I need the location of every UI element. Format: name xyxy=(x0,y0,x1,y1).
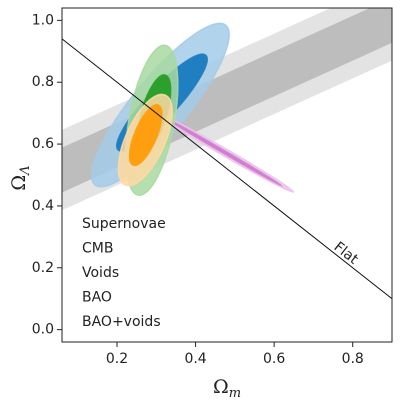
y-tick-label: 0.0 xyxy=(32,322,54,338)
legend-entry: Supernovae xyxy=(82,216,166,232)
y-tick-label: 0.8 xyxy=(32,74,54,90)
y-tick-label: 0.2 xyxy=(32,260,54,276)
x-tick-label: 0.6 xyxy=(263,351,285,367)
legend-entry: BAO+voids xyxy=(82,314,161,330)
x-label-subscript: m xyxy=(229,386,241,401)
plot-frame xyxy=(61,7,393,343)
flat-line xyxy=(62,38,392,300)
y-label-subscript: Λ xyxy=(18,165,33,175)
x-tick-label: 0.2 xyxy=(106,351,128,367)
x-axis-label: Ωm xyxy=(213,376,241,401)
y-axis-label: ΩΛ xyxy=(8,165,33,190)
legend-entry: Voids xyxy=(82,265,119,281)
y-tick-label: 0.4 xyxy=(32,198,54,214)
legend-entry: CMB xyxy=(82,241,113,257)
y-tick-label: 1.0 xyxy=(32,12,54,28)
y-tick-label: 0.6 xyxy=(32,136,54,152)
legend-entry: BAO xyxy=(82,290,112,306)
plot-area xyxy=(62,8,392,300)
contour xyxy=(128,104,163,167)
x-tick-label: 0.4 xyxy=(184,351,206,367)
flat-label: Flat xyxy=(331,239,362,268)
x-tick-label: 0.8 xyxy=(342,351,364,367)
x-label-symbol: Ω xyxy=(213,376,229,398)
y-label-symbol: Ω xyxy=(8,175,30,191)
